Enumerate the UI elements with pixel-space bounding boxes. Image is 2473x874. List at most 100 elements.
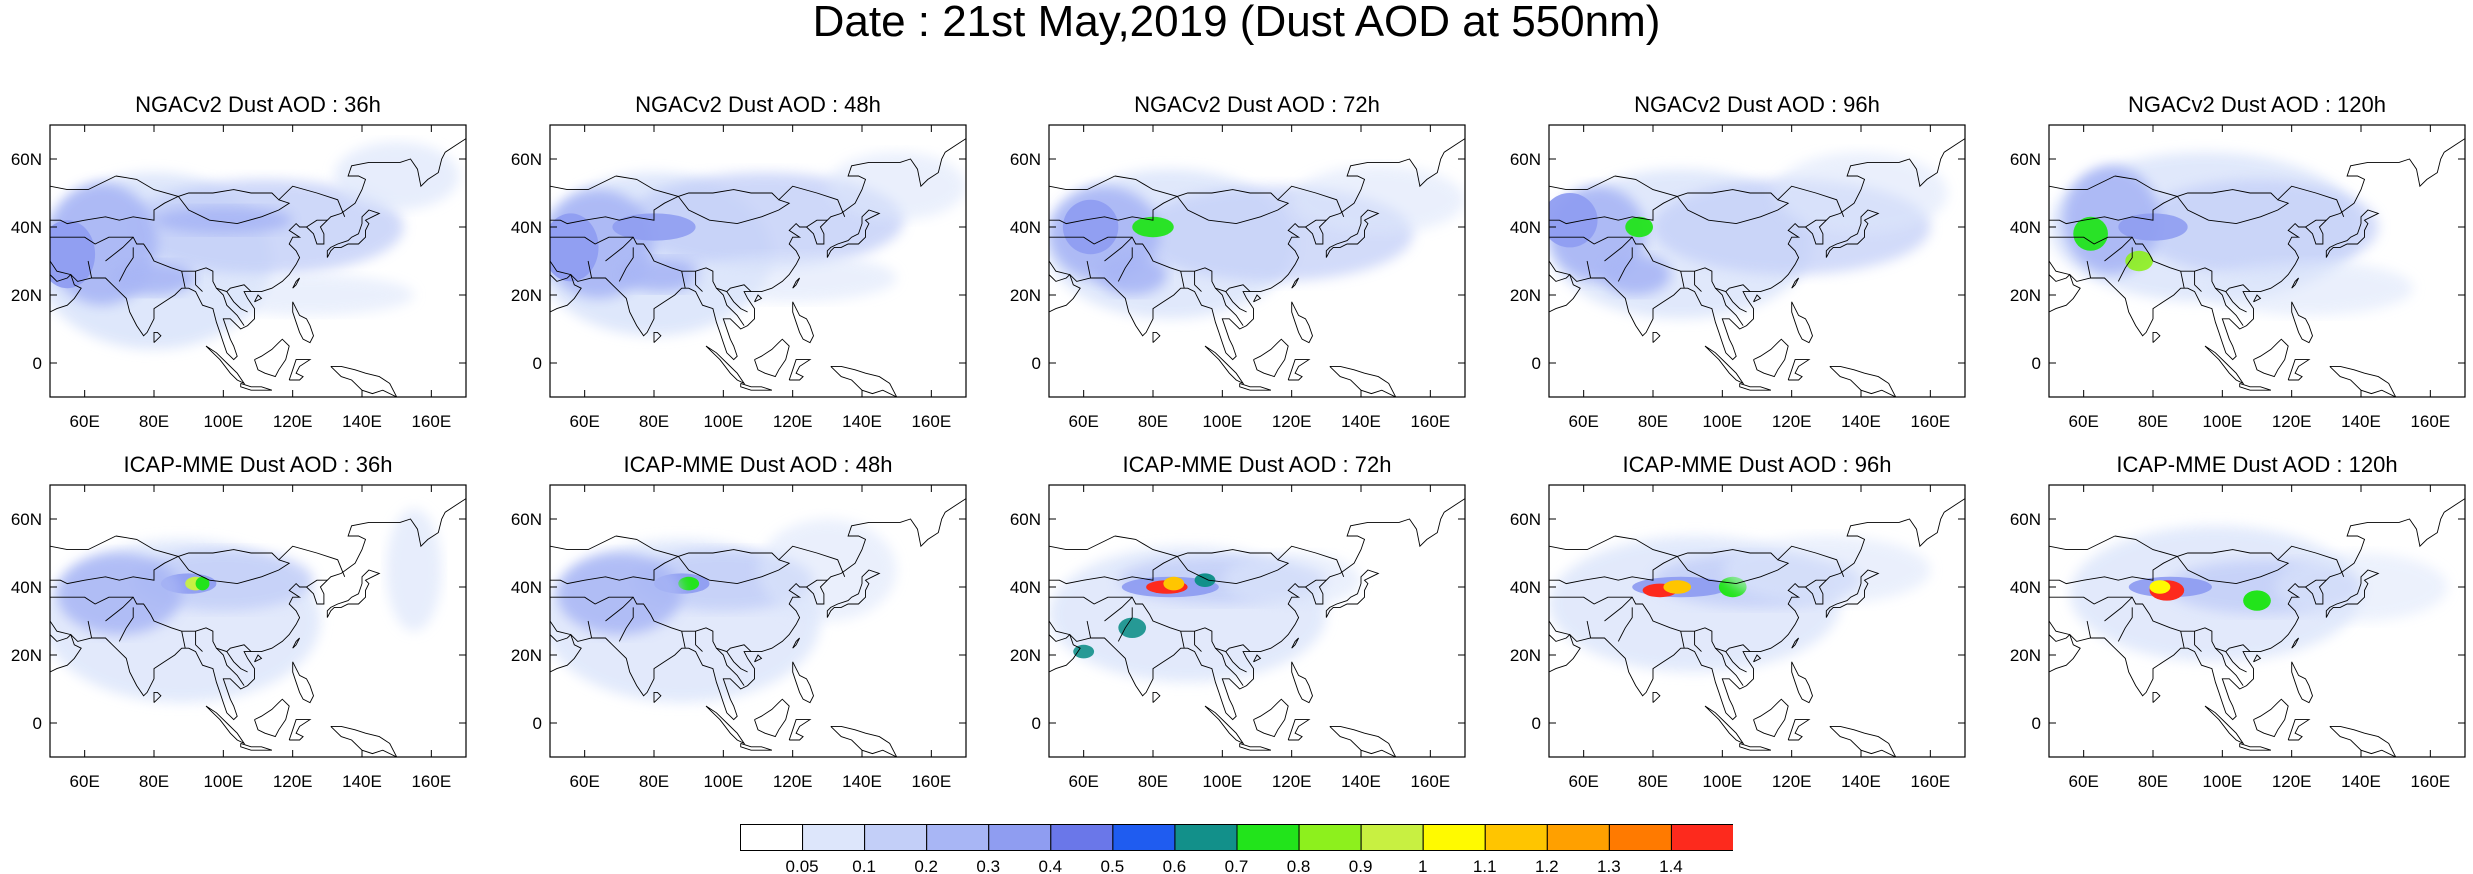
- colorbar-swatch: [1546, 824, 1610, 851]
- y-tick-label: 0: [533, 714, 542, 733]
- x-tick-label: 80E: [2138, 412, 2168, 431]
- colorbar-swatch: [1298, 824, 1362, 851]
- y-tick-label: 0: [2032, 354, 2041, 373]
- colorbar-swatch: [1670, 824, 1733, 851]
- x-tick-label: 100E: [203, 412, 243, 431]
- x-tick-label: 100E: [2202, 412, 2242, 431]
- map-panel: NGACv2 Dust AOD : 36h 60E 80E 100E 120E 140E 1…: [11, 92, 467, 487]
- dust-region: [2243, 590, 2271, 611]
- y-tick-label: 40N: [2010, 218, 2041, 237]
- colorbar-swatch: [1422, 824, 1486, 851]
- x-tick-label: 160E: [411, 772, 451, 791]
- dust-region: [2205, 261, 2413, 316]
- x-tick-label: 80E: [1138, 772, 1168, 791]
- y-tick-label: 40N: [511, 218, 542, 237]
- map-plot: 60E 80E 100E 120E 140E 160E 0 20N 40N 60N: [11, 484, 467, 791]
- x-tick-label: 120E: [273, 412, 313, 431]
- map-panel: NGACv2 Dust AOD : 48h 60E 80E 100E 120E 140E 1…: [511, 92, 967, 487]
- y-tick-label: 0: [533, 354, 542, 373]
- colorbar-label: 0.7: [1225, 857, 1249, 874]
- coastline: [550, 138, 966, 397]
- dust-region: [1722, 536, 1931, 604]
- dust-region: [2073, 216, 2108, 251]
- panel-title: NGACv2 Dust AOD : 72h: [1134, 92, 1380, 117]
- colorbar-swatch: [1174, 824, 1238, 851]
- panel-title: NGACv2 Dust AOD : 48h: [635, 92, 881, 117]
- x-tick-label: 60E: [2069, 772, 2099, 791]
- colorbar-swatch: [864, 824, 928, 851]
- x-tick-label: 100E: [1202, 772, 1242, 791]
- coastline: [1049, 498, 1465, 757]
- dust-region: [688, 254, 897, 302]
- coastline: [50, 498, 466, 757]
- colorbar-label: 1.3: [1597, 857, 1621, 874]
- dust-region: [112, 261, 196, 295]
- colorbar-swatch: [1050, 824, 1114, 851]
- figure-title: Date : 21st May,2019 (Dust AOD at 550nm): [812, 0, 1661, 46]
- colorbar-label: 1: [1418, 857, 1427, 874]
- y-tick-label: 20N: [511, 286, 542, 305]
- x-tick-label: 100E: [703, 412, 743, 431]
- y-tick-label: 60N: [1510, 510, 1541, 529]
- y-tick-label: 0: [1032, 714, 1041, 733]
- dust-field: [2049, 152, 2413, 316]
- y-tick-label: 20N: [11, 646, 42, 665]
- dust-region: [1118, 617, 1147, 638]
- y-tick-label: 60N: [2010, 510, 2041, 529]
- dust-region: [2118, 213, 2188, 241]
- colorbar-label: 0.3: [976, 857, 1000, 874]
- panel-title: ICAP-MME Dust AOD : 48h: [623, 452, 893, 477]
- dust-region: [154, 206, 293, 234]
- dust-field: [550, 519, 897, 703]
- dust-region: [758, 519, 897, 621]
- dust-region: [1549, 193, 1598, 248]
- map-panel: ICAP-MME Dust AOD : 72h 60E 80E 100E 120E 140…: [1010, 452, 1466, 847]
- colorbar-label: 0.6: [1163, 857, 1187, 874]
- y-tick-label: 40N: [1010, 578, 1041, 597]
- y-tick-label: 20N: [511, 646, 542, 665]
- dust-region: [386, 508, 442, 632]
- x-tick-label: 120E: [1772, 412, 1812, 431]
- colorbar-swatch: [1360, 824, 1424, 851]
- x-tick-label: 160E: [411, 412, 451, 431]
- dust-region: [195, 576, 210, 591]
- map-panel: ICAP-MME Dust AOD : 36h 60E 80E 100E 120E 140…: [11, 452, 467, 847]
- panel-title: ICAP-MME Dust AOD : 72h: [1122, 452, 1392, 477]
- y-tick-label: 40N: [11, 578, 42, 597]
- dust-region: [1601, 254, 1671, 295]
- x-tick-label: 100E: [703, 772, 743, 791]
- panel-title: NGACv2 Dust AOD : 96h: [1634, 92, 1880, 117]
- x-tick-label: 60E: [2069, 412, 2099, 431]
- x-tick-label: 160E: [1910, 772, 1950, 791]
- colorbar-swatch: [1608, 824, 1672, 851]
- x-tick-label: 160E: [911, 772, 951, 791]
- dust-region: [1062, 199, 1119, 255]
- x-tick-label: 80E: [639, 772, 669, 791]
- colorbar-swatch: [802, 824, 866, 851]
- y-tick-label: 20N: [1510, 646, 1541, 665]
- panel-title: ICAP-MME Dust AOD : 36h: [123, 452, 393, 477]
- x-tick-label: 120E: [773, 772, 813, 791]
- dust-region: [550, 213, 599, 282]
- y-tick-label: 0: [33, 354, 42, 373]
- colorbar-label: 1.1: [1473, 857, 1497, 874]
- dust-region: [1097, 254, 1167, 295]
- map-panel: ICAP-MME Dust AOD : 48h 60E 80E 100E 120E 140…: [511, 452, 967, 847]
- colorbar-label: 1.2: [1535, 857, 1559, 874]
- dust-field: [50, 142, 460, 350]
- map-plot: 60E 80E 100E 120E 140E 160E 0 20N 40N 60N: [2010, 124, 2466, 431]
- x-tick-label: 160E: [1410, 412, 1450, 431]
- y-tick-label: 20N: [11, 286, 42, 305]
- x-tick-label: 60E: [570, 772, 600, 791]
- x-tick-label: 140E: [342, 412, 382, 431]
- colorbar-label: 1.4: [1659, 857, 1683, 874]
- x-tick-label: 120E: [273, 772, 313, 791]
- colorbar-label: 0.9: [1349, 857, 1373, 874]
- x-tick-label: 140E: [1841, 772, 1881, 791]
- y-tick-label: 60N: [1510, 150, 1541, 169]
- x-tick-label: 80E: [1638, 412, 1668, 431]
- map-panel: ICAP-MME Dust AOD : 120h 60E 80E 100E 120E 14…: [2010, 452, 2466, 847]
- colorbar-label: 0.8: [1287, 857, 1311, 874]
- x-tick-label: 140E: [1341, 412, 1381, 431]
- map-frame: [549, 124, 967, 398]
